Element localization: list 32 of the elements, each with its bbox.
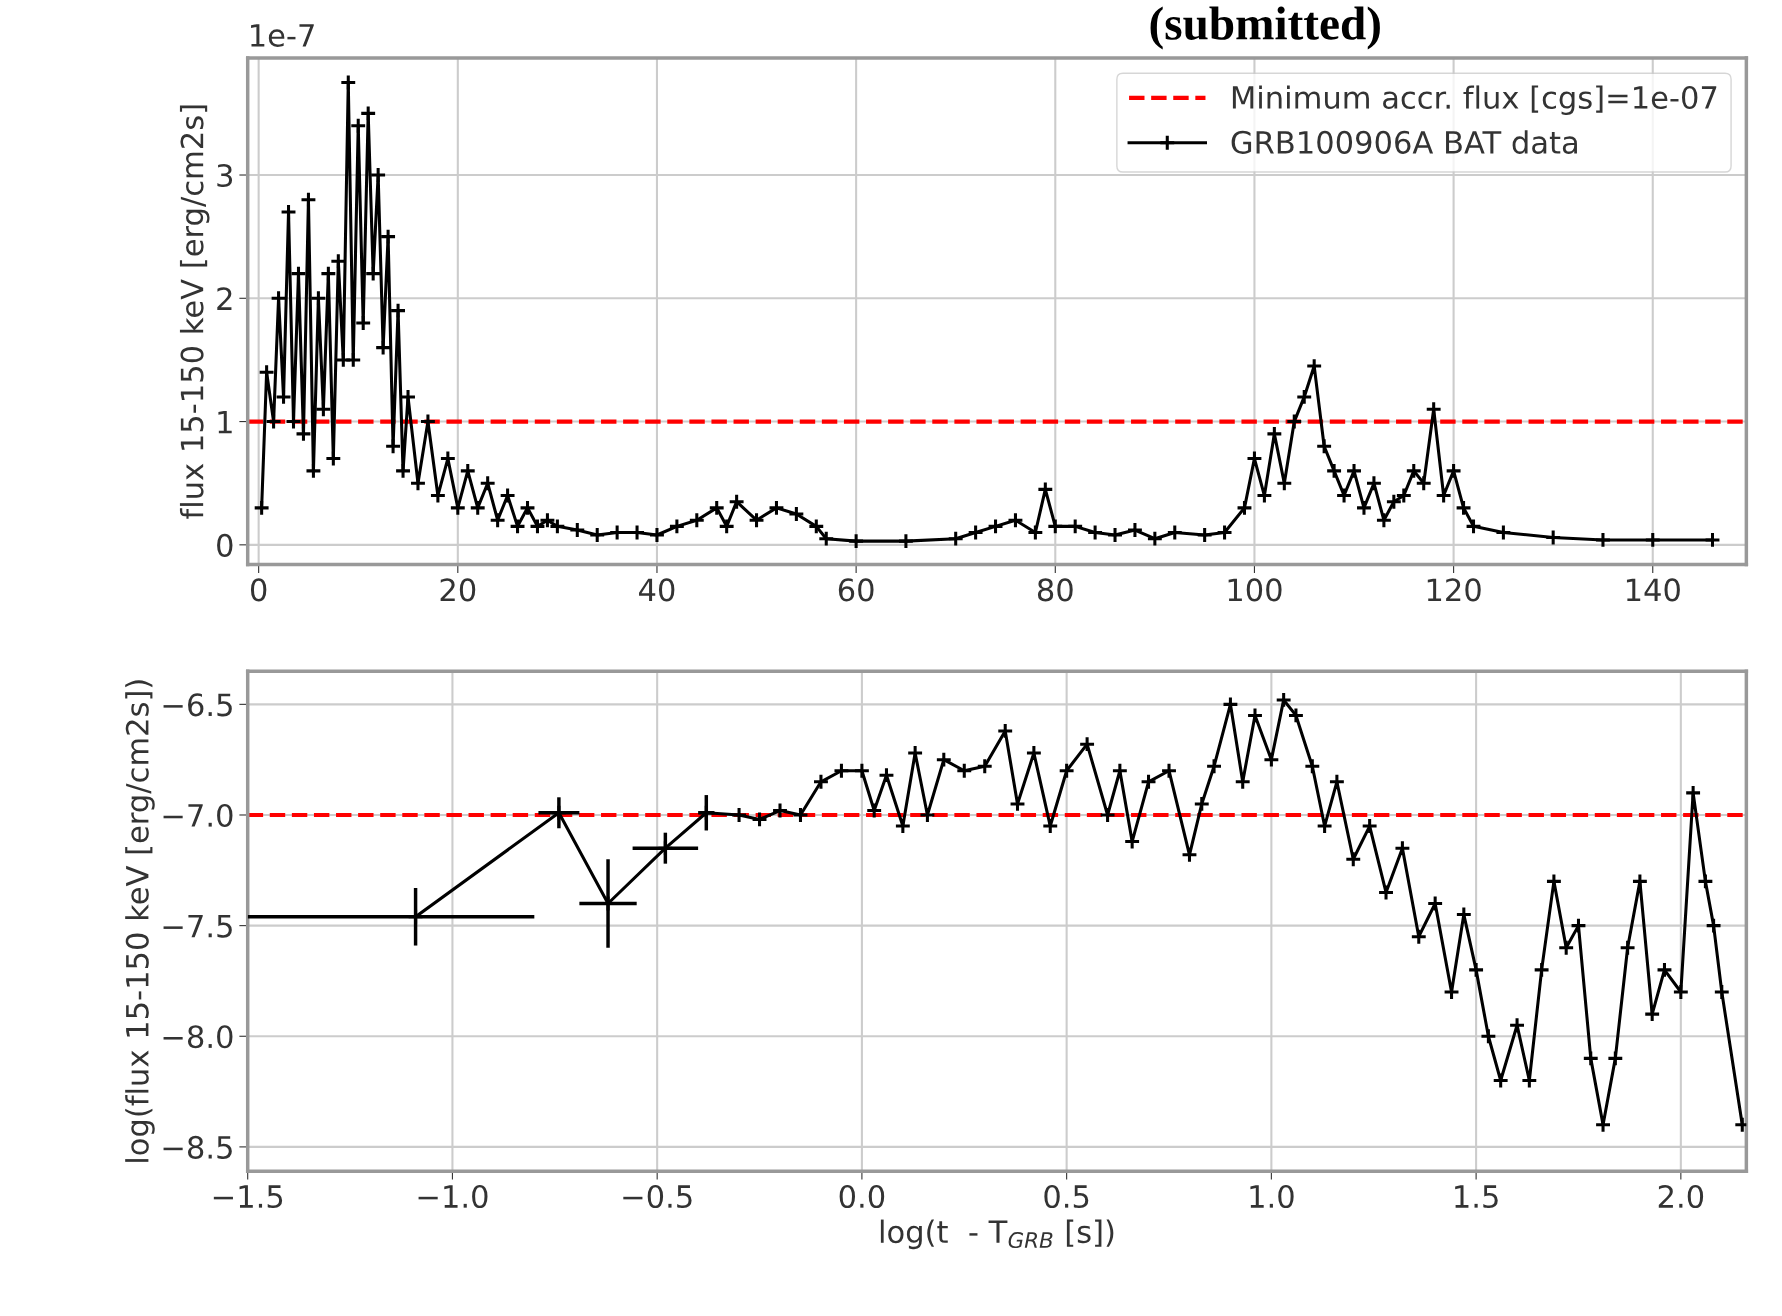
x-tick-label: 100 <box>1228 578 1282 602</box>
legend-label: Minimum accr. flux [cgs]=1e-07 <box>1232 85 1717 115</box>
y-axis-title: flux 15-150 keV [erg/cm2s] <box>179 105 210 519</box>
y-tick-label: 2 <box>217 287 232 310</box>
y-tick-label: −8.0 <box>163 1025 233 1049</box>
x-tick-label: 40 <box>639 578 675 602</box>
y-tick-label: 1 <box>218 410 232 434</box>
x-tick-label: 2.0 <box>1658 1184 1704 1209</box>
legend-label: GRB100906A BAT data <box>1231 130 1577 154</box>
x-axis-title: log(t - T$_{GRB}$ [s]) <box>880 1219 1114 1250</box>
x-tick-label: 80 <box>1037 578 1073 602</box>
text: (submitted) <box>1150 6 1380 50</box>
y-tick-label: 0 <box>217 533 233 557</box>
y-tick-label: −8.5 <box>163 1135 232 1159</box>
x-tick-label: −0.5 <box>623 1184 692 1209</box>
text: 1e-7 <box>251 24 314 47</box>
x-tick-label: −1.0 <box>418 1184 488 1209</box>
y-tick-label: −7.0 <box>163 803 233 828</box>
x-tick-label: 1.5 <box>1455 1185 1498 1209</box>
x-tick-label: 20 <box>440 578 476 602</box>
x-tick-label: 0.5 <box>1044 1184 1089 1209</box>
x-tick-label: 1.0 <box>1250 1184 1294 1209</box>
y-tick-label: −6.5 <box>163 693 232 717</box>
x-tick-label: 140 <box>1626 578 1680 602</box>
x-tick-label: −1.5 <box>213 1185 283 1209</box>
x-tick-label: 120 <box>1427 578 1481 602</box>
y-tick-label: −7.5 <box>163 914 232 938</box>
x-tick-label: 0 <box>250 578 267 602</box>
y-axis-title: log(flux 15-150 keV [erg/cm2s]) <box>125 680 155 1162</box>
x-tick-label: 60 <box>838 578 874 602</box>
x-tick-label: 0.0 <box>839 1184 885 1209</box>
y-tick-label: 3 <box>217 163 233 188</box>
